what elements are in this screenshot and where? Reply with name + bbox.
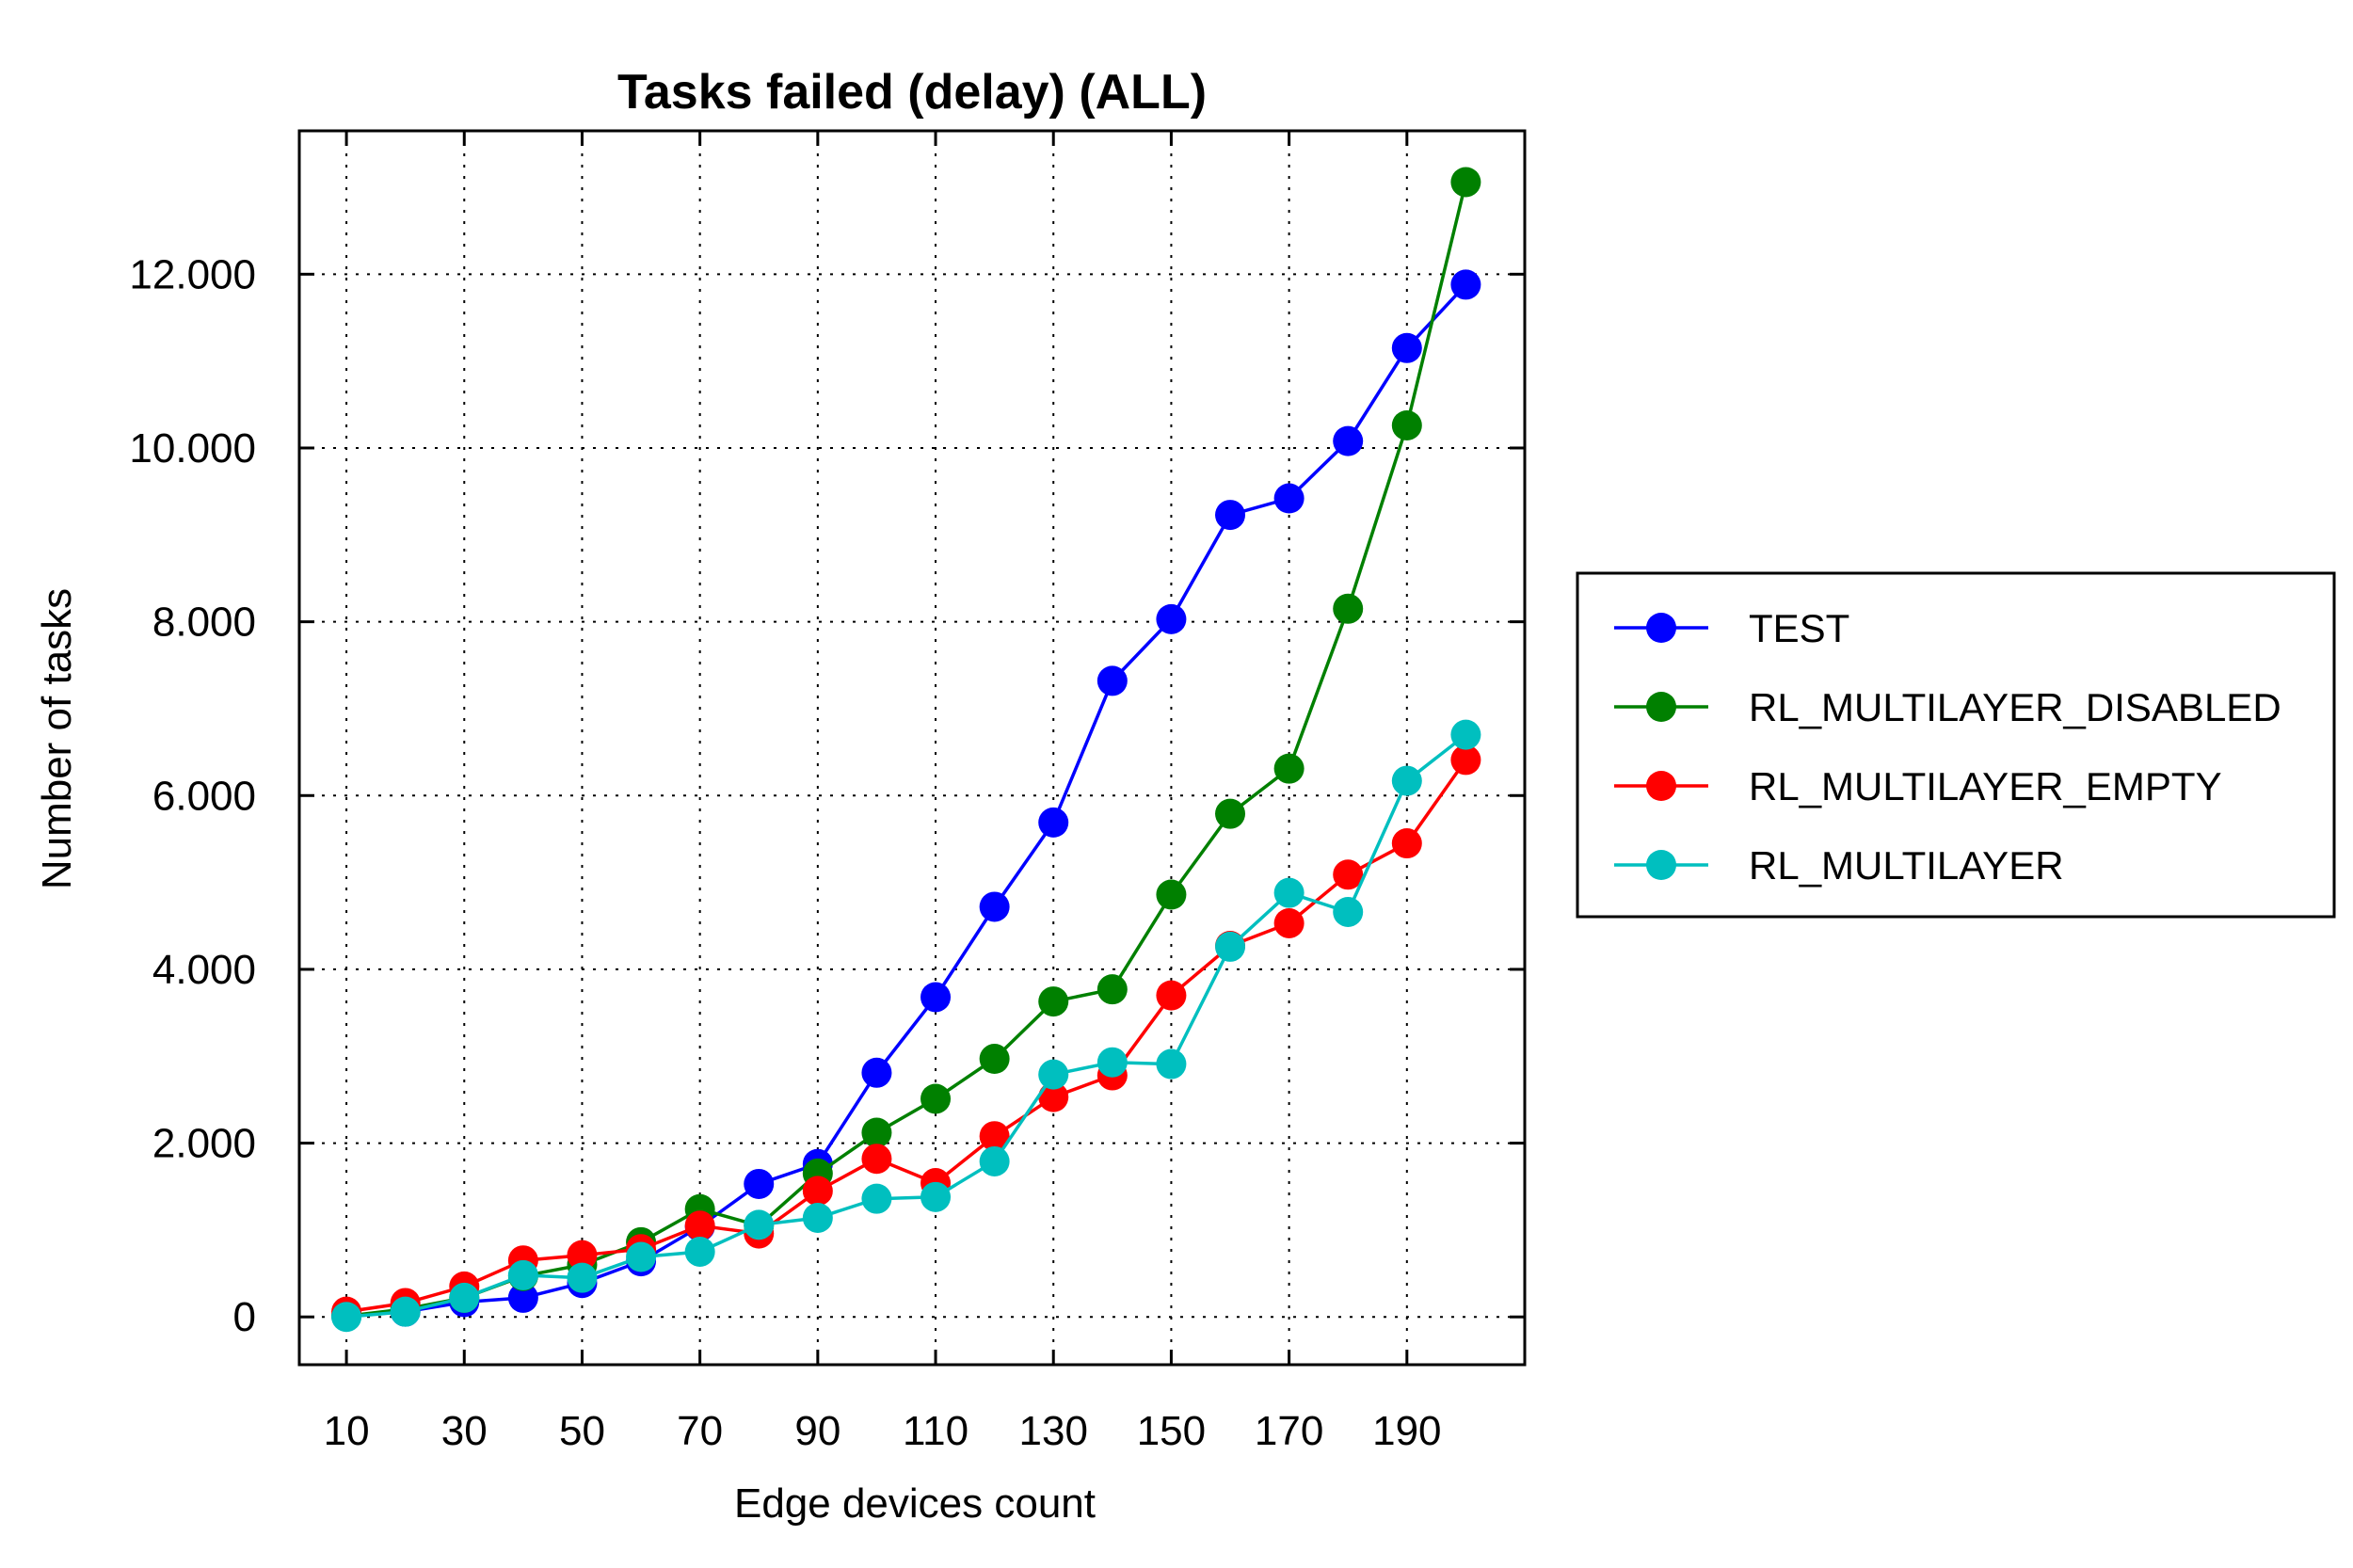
data-point: [1096, 1047, 1128, 1078]
data-point: [449, 1282, 480, 1313]
legend-label: RL_MULTILAYER_EMPTY: [1749, 764, 2222, 808]
data-point: [1096, 974, 1128, 1005]
data-point: [1038, 986, 1069, 1017]
legend-marker: [1646, 771, 1676, 801]
data-point: [979, 1145, 1010, 1176]
y-tick-label: 0: [233, 1294, 256, 1340]
x-tick-label: 130: [1019, 1408, 1088, 1454]
data-point: [861, 1117, 892, 1148]
legend-marker: [1646, 692, 1676, 722]
data-point: [744, 1168, 775, 1199]
data-point: [920, 982, 952, 1013]
data-point: [744, 1209, 775, 1240]
grid: [299, 131, 1525, 1365]
data-point: [684, 1236, 715, 1267]
y-tick-label: 12.000: [129, 251, 256, 297]
data-point: [507, 1259, 538, 1290]
x-tick-label: 10: [324, 1408, 370, 1454]
plot-area-frame: [297, 129, 1527, 1367]
y-tick-labels: 0 2.000 4.000 6.000 8.000 10.000 12.000: [129, 251, 256, 1340]
data-point: [1450, 269, 1481, 300]
x-tick-label: 190: [1372, 1408, 1441, 1454]
data-point: [1096, 665, 1128, 696]
legend-label: TEST: [1749, 606, 1849, 650]
data-point: [507, 1282, 538, 1313]
legend-marker: [1646, 850, 1676, 880]
data-point: [802, 1202, 833, 1233]
legend-label: RL_MULTILAYER: [1749, 843, 2064, 888]
data-point: [1450, 744, 1481, 776]
y-tick-label: 4.000: [152, 947, 256, 993]
series-rl-multilayer: [331, 719, 1481, 1333]
data-point: [861, 1057, 892, 1088]
data-point: [1038, 1059, 1069, 1090]
data-point: [979, 891, 1010, 922]
legend-entry: RL_MULTILAYER_EMPTY: [1614, 764, 2222, 808]
data-point: [1391, 828, 1422, 859]
legend-label: RL_MULTILAYER_DISABLED: [1749, 685, 2281, 729]
y-tick-label: 6.000: [152, 773, 256, 819]
series-layer: [331, 167, 1481, 1333]
data-point: [1273, 483, 1305, 514]
data-point: [1038, 807, 1069, 838]
legend: TEST RL_MULTILAYER_DISABLED RL_MULTILAYER_…: [1576, 571, 2336, 919]
data-point: [1333, 593, 1364, 624]
legend-entry: RL_MULTILAYER_DISABLED: [1614, 685, 2281, 729]
data-point: [1038, 1081, 1069, 1112]
y-axis-title: Number of tasks: [34, 588, 80, 889]
legend-box: [1576, 571, 2336, 919]
data-point: [1391, 332, 1422, 363]
x-tick-label: 30: [441, 1408, 488, 1454]
data-point: [1333, 896, 1364, 927]
data-point: [861, 1144, 892, 1175]
data-point: [1391, 765, 1422, 796]
data-point: [920, 1181, 952, 1212]
x-tick-label: 50: [559, 1408, 605, 1454]
data-point: [1156, 980, 1187, 1011]
x-tick-label: 90: [794, 1408, 840, 1454]
axis-ticks: [299, 131, 1525, 1365]
data-point: [979, 1044, 1010, 1075]
chart-title: Tasks failed (delay) (ALL): [617, 65, 1207, 120]
data-point: [684, 1210, 715, 1241]
data-point: [1273, 907, 1305, 938]
x-tick-labels: 10 30 50 70 90 110 130 150 170 190: [324, 1408, 1442, 1454]
legend-entry: RL_MULTILAYER: [1614, 843, 2064, 888]
legend-marker: [1646, 613, 1676, 643]
data-point: [626, 1241, 657, 1272]
data-point: [390, 1296, 421, 1327]
data-point: [1333, 859, 1364, 890]
x-tick-label: 150: [1137, 1408, 1206, 1454]
data-point: [1273, 877, 1305, 908]
data-point: [1273, 753, 1305, 784]
y-tick-label: 2.000: [152, 1121, 256, 1167]
data-point: [567, 1240, 598, 1271]
data-point: [1156, 603, 1187, 634]
y-tick-label: 10.000: [129, 425, 256, 472]
data-point: [920, 1083, 952, 1114]
data-point: [1333, 425, 1364, 456]
x-tick-label: 70: [677, 1408, 723, 1454]
legend-entry: TEST: [1614, 606, 1849, 650]
y-tick-label: 8.000: [152, 600, 256, 646]
data-point: [1156, 879, 1187, 910]
data-point: [1450, 167, 1481, 198]
data-point: [1215, 931, 1246, 962]
data-point: [1156, 1048, 1187, 1080]
data-point: [1391, 409, 1422, 440]
data-point: [1215, 798, 1246, 829]
data-point: [979, 1121, 1010, 1152]
data-point: [567, 1262, 598, 1293]
data-point: [802, 1176, 833, 1207]
data-point: [861, 1183, 892, 1214]
x-tick-label: 110: [903, 1408, 968, 1454]
x-axis-title: Edge devices count: [734, 1480, 1096, 1527]
data-point: [1450, 719, 1481, 750]
data-point: [1215, 500, 1246, 531]
data-point: [331, 1302, 362, 1333]
x-tick-label: 170: [1255, 1408, 1323, 1454]
